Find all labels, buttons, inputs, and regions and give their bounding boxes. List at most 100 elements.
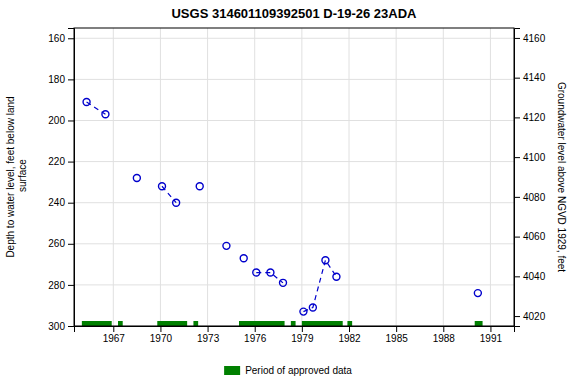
tick-mark (68, 326, 74, 327)
tick-label: 1982 (338, 333, 361, 344)
tick-mark (160, 326, 161, 332)
approved-period (302, 321, 343, 326)
tick-label: 280 (48, 280, 65, 291)
tick: 220 (48, 156, 74, 167)
tick: 1991 (480, 326, 503, 344)
tick-mark (68, 120, 74, 121)
chart: 1967 1970 1973 1976 1979 1982 1985 1988 1991 160 1… (0, 0, 576, 384)
grid-line-y (74, 38, 514, 39)
grid-line-x (301, 28, 302, 326)
tick: 4080 (514, 192, 546, 203)
tick-mark (68, 285, 74, 286)
tick: 4020 (514, 311, 546, 322)
tick-mark (208, 326, 209, 332)
tick-mark (490, 326, 491, 332)
data-point (223, 242, 230, 249)
tick: 1982 (338, 326, 361, 344)
tick: 280 (48, 280, 74, 291)
legend-swatch (224, 366, 240, 375)
grid-line-y (74, 79, 514, 80)
tick-label: 4160 (523, 33, 546, 44)
tick-label: 1970 (150, 333, 173, 344)
data-point (300, 308, 307, 315)
tick-label: 1979 (291, 333, 314, 344)
tick: 1985 (386, 326, 409, 344)
tick: 1988 (433, 326, 456, 344)
line-segment (87, 102, 106, 114)
tick-mark (255, 326, 256, 332)
tick: 4060 (514, 231, 546, 242)
tick: 1967 (103, 326, 126, 344)
tick: 300 (48, 321, 74, 332)
approved-period (193, 321, 198, 326)
grid-line-x (160, 28, 161, 326)
tick: 1973 (197, 326, 220, 344)
plot-area: 1967 1970 1973 1976 1979 1982 1985 1988 1991 160 1… (5, 28, 567, 344)
title: USGS 314601109392501 D-19-26 23ADA (171, 6, 417, 21)
data-point (322, 257, 329, 264)
tick: 200 (48, 115, 74, 126)
legend: Period of approved data (224, 365, 352, 376)
tick-mark (68, 203, 74, 204)
tick-label: 240 (48, 197, 65, 208)
tick-label: 4120 (523, 112, 546, 123)
tick: 160 (48, 33, 74, 44)
grid-line-x (207, 28, 208, 326)
tick-label: 1988 (433, 333, 456, 344)
line-segment (303, 260, 336, 311)
x-axis: 1967 1970 1973 1976 1979 1982 1985 1988 1991 (75, 326, 515, 344)
approved-period (118, 321, 123, 326)
grid-line-y (74, 243, 514, 244)
approved-period (239, 321, 285, 326)
grid (74, 28, 514, 326)
grid-line-y (74, 284, 514, 285)
tick-mark (443, 326, 444, 332)
axis-line (515, 29, 521, 327)
tick-mark (68, 162, 74, 163)
tick-label: 160 (48, 33, 65, 44)
tick-mark (514, 316, 520, 317)
tick: 4100 (514, 152, 546, 163)
grid-line-x (443, 28, 444, 326)
data-point (474, 290, 481, 297)
data-point (333, 273, 340, 280)
grid-line-x (254, 28, 255, 326)
legend-item: Period of approved data (224, 365, 352, 376)
tick: 4140 (514, 72, 546, 83)
y2-axis: 4020 4040 4060 4080 4100 4120 4140 4160 (514, 29, 546, 327)
tick-label: 4060 (523, 231, 546, 242)
grid-line-x (396, 28, 397, 326)
data-point (133, 175, 140, 182)
tick-mark (396, 326, 397, 332)
tick: 4040 (514, 271, 546, 282)
tick-mark (514, 38, 520, 39)
tick-mark (68, 38, 74, 39)
grid-line-x (113, 28, 114, 326)
tick-mark (514, 276, 520, 277)
y-axis-label: Depth to water level, feet below land su… (5, 96, 28, 257)
tick: 1970 (150, 326, 173, 344)
grid-line-y (74, 202, 514, 203)
tick-mark (514, 78, 520, 79)
tick-label: 4020 (523, 311, 546, 322)
tick-label: 220 (48, 156, 65, 167)
tick-label: 1985 (386, 333, 409, 344)
tick-label: 1973 (197, 333, 220, 344)
line-segment (256, 273, 283, 283)
tick-mark (514, 117, 520, 118)
tick-label: 1976 (244, 333, 267, 344)
tick: 4160 (514, 33, 546, 44)
tick-mark (68, 79, 74, 80)
tick: 4120 (514, 112, 546, 123)
tick-label: 1967 (103, 333, 126, 344)
approved-period (347, 321, 352, 326)
grid-line-y (74, 161, 514, 162)
plot-frame (74, 28, 514, 326)
tick-mark (514, 237, 520, 238)
tick: 180 (48, 74, 74, 85)
axis-line (75, 327, 515, 333)
approved-period (291, 321, 296, 326)
y-axis: 160180200220240260280300 (48, 29, 74, 332)
data-point (280, 279, 287, 286)
approved-period (475, 321, 483, 326)
